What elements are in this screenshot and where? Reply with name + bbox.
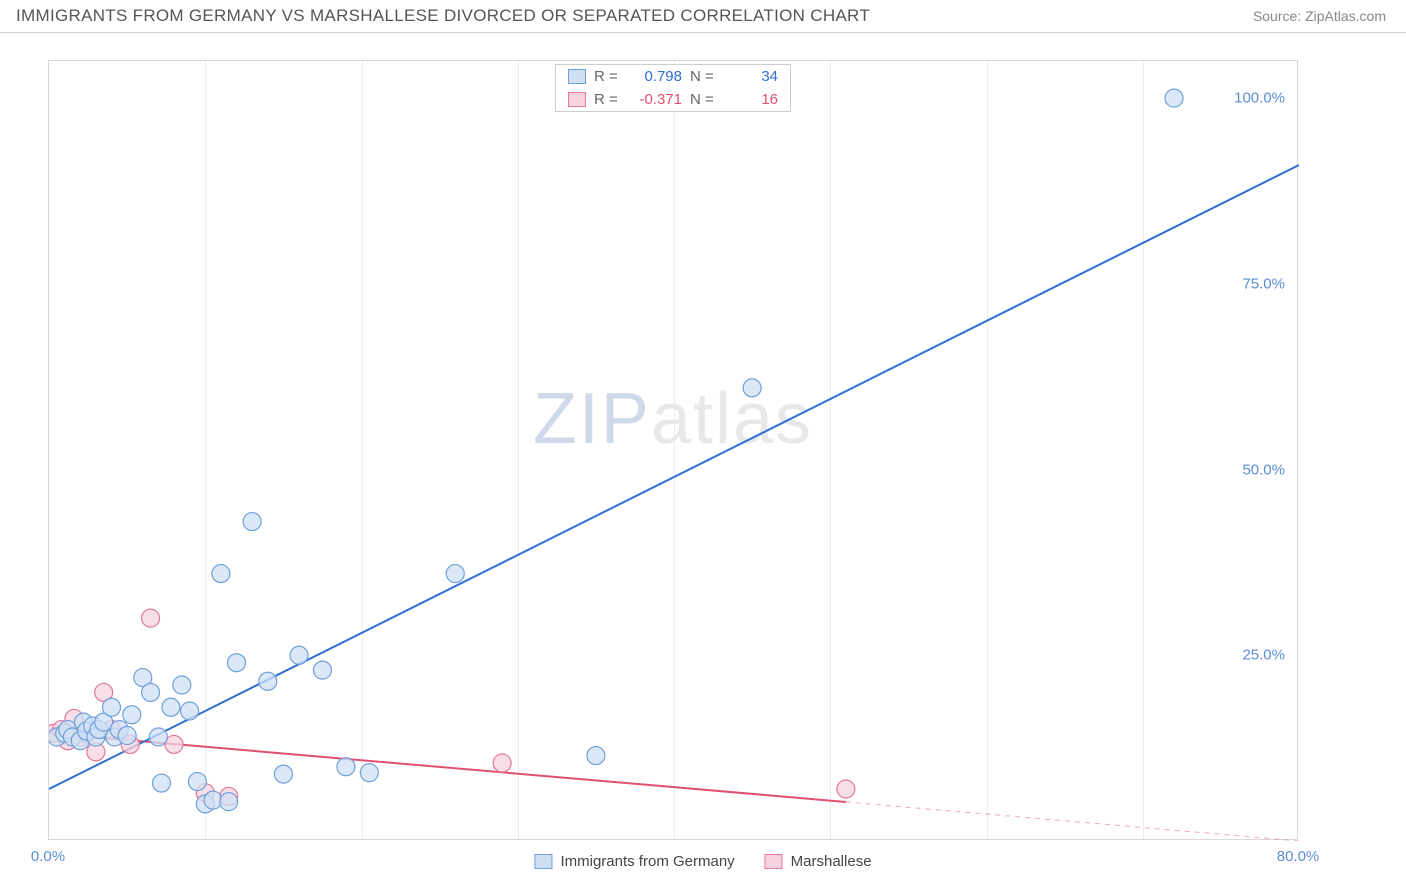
swatch-icon [765,854,783,869]
swatch-icon [534,854,552,869]
legend-item-label: Immigrants from Germany [560,853,734,870]
x-tick-label: 80.0% [1277,848,1320,865]
swatch-series-1 [568,92,586,107]
scatter-plot-svg [49,61,1299,841]
legend-item: Marshallese [765,853,872,870]
source-name: ZipAtlas.com [1305,8,1386,24]
source-prefix: Source: [1253,8,1305,24]
n-value-0: 34 [726,68,778,85]
legend-row-series-1: R = -0.371 N = 16 [556,88,790,111]
r-value-1: -0.371 [630,91,682,108]
chart-header: IMMIGRANTS FROM GERMANY VS MARSHALLESE D… [0,0,1406,33]
x-tick-label: 0.0% [31,848,65,865]
n-label: N = [690,91,718,108]
swatch-series-0 [568,69,586,84]
chart-title: IMMIGRANTS FROM GERMANY VS MARSHALLESE D… [16,6,870,26]
r-label: R = [594,91,622,108]
r-label: R = [594,68,622,85]
legend-item-label: Marshallese [791,853,872,870]
source-label: Source: ZipAtlas.com [1253,8,1386,24]
chart-frame: ZIPatlas R = 0.798 N = 34 R = -0.371 N =… [48,60,1298,840]
n-value-1: 16 [726,91,778,108]
legend-item: Immigrants from Germany [534,853,734,870]
series-legend: Immigrants from Germany Marshallese [534,853,871,870]
n-label: N = [690,68,718,85]
r-value-0: 0.798 [630,68,682,85]
legend-row-series-0: R = 0.798 N = 34 [556,65,790,88]
correlation-legend: R = 0.798 N = 34 R = -0.371 N = 16 [555,64,791,112]
